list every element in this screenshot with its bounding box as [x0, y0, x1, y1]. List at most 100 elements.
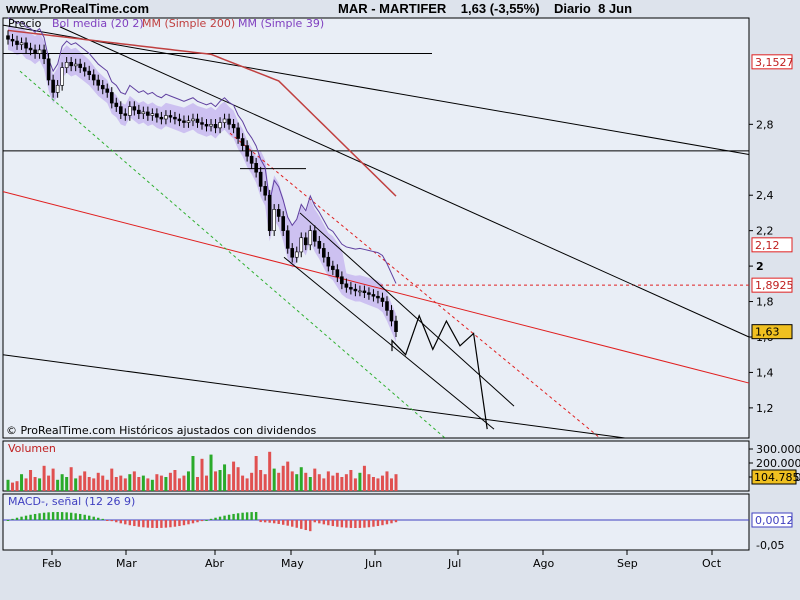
- macd-bar: [250, 512, 253, 520]
- candle-body: [37, 49, 42, 54]
- candle-body: [263, 186, 267, 196]
- macd-bar: [376, 520, 380, 527]
- volume-bar: [241, 475, 245, 491]
- macd-bar: [363, 520, 366, 528]
- macd-bar: [173, 520, 177, 527]
- volume-bar: [380, 475, 384, 491]
- symbol-label: MAR - MARTIFER: [338, 1, 447, 16]
- volume-bar: [353, 478, 357, 491]
- volume-bar: [146, 478, 150, 491]
- trendline-long-upper: [2, 24, 750, 155]
- macd-bar: [15, 517, 19, 520]
- macd-bar: [385, 520, 389, 525]
- macd-bar: [83, 514, 86, 520]
- volume-bar: [295, 474, 299, 491]
- macd-bar: [38, 513, 41, 520]
- candle-body: [362, 290, 367, 293]
- candle-body: [191, 118, 195, 122]
- channel-lower-line: [283, 256, 495, 430]
- candle-body: [64, 62, 69, 68]
- candle-body: [155, 113, 159, 118]
- volume-bar: [83, 471, 87, 491]
- candle-body: [109, 92, 114, 104]
- candle-body: [249, 155, 254, 164]
- x-tick-label: Feb: [42, 557, 61, 570]
- candle-body: [60, 67, 64, 86]
- x-tick-label: Abr: [205, 557, 225, 570]
- volume-bar: [96, 472, 100, 491]
- candle-body: [231, 124, 236, 129]
- price-tag-label: 2,12: [755, 239, 780, 252]
- macd-bar: [286, 520, 289, 526]
- macd-bar: [232, 513, 235, 520]
- candle-body: [344, 283, 349, 288]
- macd-bar: [133, 520, 136, 527]
- macd-panel: [2, 493, 750, 551]
- volume-bar: [11, 482, 15, 491]
- trendline-upper-channel: [59, 26, 750, 338]
- candle-body: [376, 295, 380, 299]
- candle-body: [285, 230, 290, 249]
- volume-bar: [137, 477, 141, 491]
- macd-bar: [24, 515, 28, 520]
- trendline-red: [2, 191, 750, 384]
- candle-body: [326, 256, 331, 267]
- macd-bar: [205, 519, 208, 521]
- candle-body: [222, 118, 227, 123]
- macd-bar: [78, 513, 82, 520]
- macd-bar: [259, 520, 262, 523]
- macd-bar: [20, 516, 23, 520]
- volume-bar: [254, 456, 258, 491]
- y-tick-label: 1,8: [756, 296, 774, 309]
- candle-body: [367, 292, 371, 295]
- volume-bar: [101, 475, 105, 491]
- volume-panel: [2, 440, 750, 492]
- macd-bar: [322, 520, 326, 525]
- x-tick-label: Oct: [702, 557, 722, 570]
- candle-body: [340, 276, 344, 285]
- site-label: www.ProRealTime.com: [6, 1, 150, 16]
- volume-bar: [299, 467, 303, 491]
- candle-body: [353, 288, 358, 292]
- macd-bar: [169, 520, 172, 528]
- volume-bar: [227, 474, 231, 491]
- volume-bar: [186, 471, 190, 491]
- volume-bar: [277, 472, 281, 491]
- candle-body: [317, 240, 322, 249]
- volume-bar: [268, 451, 272, 491]
- macd-bar: [106, 520, 109, 521]
- volume-bar: [218, 470, 222, 491]
- candle-body: [240, 138, 245, 146]
- y-tick-label: 2,8: [756, 118, 774, 131]
- candle-body: [258, 171, 263, 187]
- macd-bar: [318, 520, 321, 524]
- candle-body: [312, 230, 317, 242]
- candle-body: [19, 42, 24, 45]
- macd-bar: [65, 512, 68, 520]
- volume-bar: [358, 472, 362, 491]
- volume-bar: [74, 478, 78, 491]
- legend-entry: MM (Simple 39): [238, 17, 324, 30]
- macd-bar: [223, 515, 226, 520]
- x-tick-label: Mar: [116, 557, 137, 570]
- price-tag-box: [751, 54, 793, 70]
- macd-bar: [300, 520, 303, 529]
- candle-body: [42, 49, 46, 60]
- macd-tag-box: [751, 512, 793, 528]
- candle-body: [123, 113, 128, 116]
- volume-bar: [335, 472, 339, 491]
- macd-bar: [304, 520, 307, 531]
- candle-body: [272, 209, 276, 231]
- candle-body: [46, 58, 51, 81]
- volume-bar: [367, 474, 371, 491]
- volume-tag-label: 104.785: [754, 471, 800, 484]
- macd-bar: [345, 520, 348, 528]
- volume-bar: [195, 477, 199, 491]
- macd-bar: [245, 512, 249, 520]
- candle-body: [281, 216, 286, 231]
- candle-body: [96, 79, 101, 86]
- volume-bar: [209, 454, 213, 491]
- candle-body: [236, 127, 240, 139]
- macd-bar: [340, 520, 344, 528]
